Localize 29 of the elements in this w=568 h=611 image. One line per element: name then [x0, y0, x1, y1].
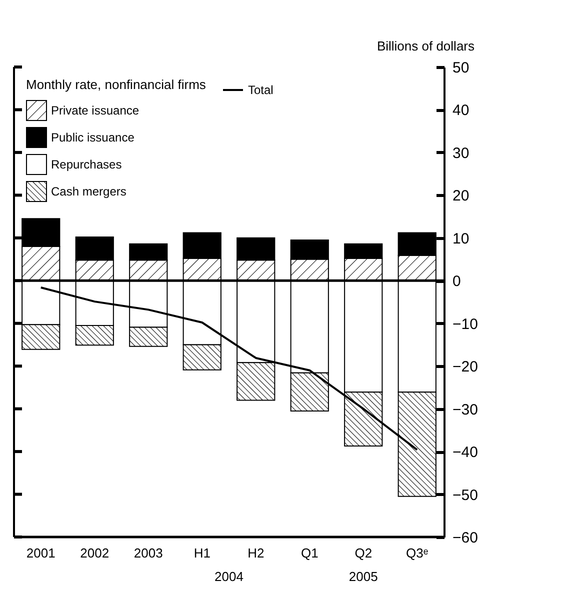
y-tick-label: −20 [452, 358, 478, 376]
x-tick-label: 2003 [134, 546, 163, 560]
y-tick-label: 0 [452, 273, 461, 290]
legend-label: Repurchases [51, 158, 122, 172]
x-tick-label: 2002 [80, 546, 110, 560]
x-tick-label: H1 [194, 546, 210, 560]
x-tick-label: Q3ᵉ [406, 546, 428, 560]
x-tick-label: 2001 [26, 546, 56, 560]
legend-label: Cash mergers [51, 184, 126, 198]
y-tick-label: 50 [452, 60, 470, 76]
y-tick-label: 10 [452, 230, 470, 248]
y-axis-title: Billions of dollars [376, 38, 475, 54]
legend-label: Private issuance [51, 104, 140, 118]
x-tick-label: Q1 [300, 546, 318, 560]
text: 2004 [214, 569, 244, 584]
x-tick-label: Q2 [354, 546, 372, 560]
y-tick-label: 40 [452, 102, 470, 120]
y-tick-label: −30 [452, 401, 478, 418]
legend-title: Monthly rate, nonfinancial firms [26, 77, 206, 92]
text: 2005 [348, 569, 378, 584]
y-tick-label: −10 [452, 316, 478, 333]
y-tick-label: −40 [452, 444, 478, 462]
x-tick-label: H2 [248, 546, 264, 560]
y-tick-label: 30 [452, 144, 470, 162]
y-tick-label: −50 [452, 486, 478, 504]
y-tick-label: 20 [452, 188, 470, 205]
legend-label: Public issuance [51, 130, 135, 144]
y-tick-label: −60 [452, 530, 478, 546]
legend-label: Total [248, 83, 274, 97]
